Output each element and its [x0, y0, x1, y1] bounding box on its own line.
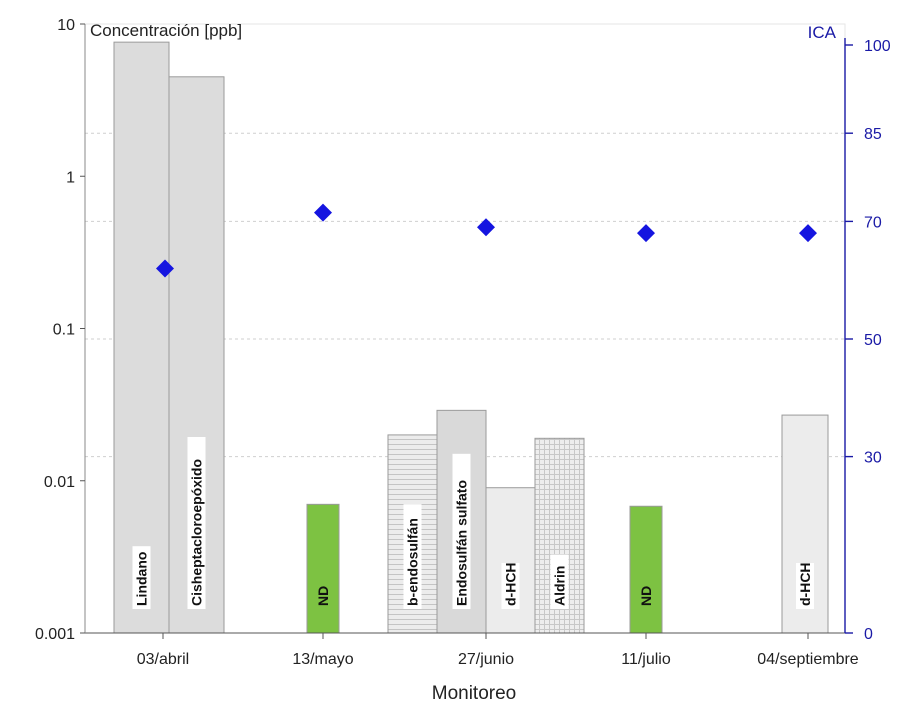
y-tick-label: 1 — [66, 169, 75, 186]
x-tick-label: 04/septiembre — [757, 651, 858, 668]
y-axis-title: Concentración [ppb] — [90, 21, 242, 40]
bar — [307, 504, 339, 633]
bar-label: Cisheptacloroepóxido — [189, 459, 205, 606]
y-tick-label: 0.01 — [44, 474, 75, 491]
y2-tick-label: 85 — [864, 126, 882, 143]
x-tick-label: 11/julio — [621, 651, 671, 668]
y2-tick-label: 30 — [864, 450, 882, 467]
y2-tick-label: 50 — [864, 332, 882, 349]
bar-label: ND — [638, 586, 654, 606]
bar-label: Lindano — [134, 552, 150, 606]
y2-axis-title: ICA — [808, 23, 837, 42]
bar — [114, 42, 169, 633]
y-tick-label: 10 — [57, 17, 75, 34]
y2-tick-label: 0 — [864, 626, 873, 643]
x-tick-label: 13/mayo — [292, 651, 353, 668]
bar-label: Aldrin — [552, 566, 568, 606]
y2-tick-label: 70 — [864, 214, 882, 231]
bar — [486, 488, 535, 633]
bar-label: ND — [315, 586, 331, 606]
y2-tick-label: 100 — [864, 38, 891, 55]
bar-label: Endosulfán sulfato — [454, 480, 470, 606]
bar-label: d-HCH — [503, 562, 519, 606]
x-axis-title: Monitoreo — [432, 683, 517, 704]
bar — [630, 506, 662, 633]
x-tick-label: 03/abril — [137, 651, 189, 668]
y-tick-label: 0.001 — [35, 626, 75, 643]
x-tick-label: 27/junio — [458, 651, 514, 668]
y-tick-label: 0.1 — [53, 322, 75, 339]
bar-label: d-HCH — [797, 562, 813, 606]
bar-label: b-endosulfán — [405, 518, 421, 606]
